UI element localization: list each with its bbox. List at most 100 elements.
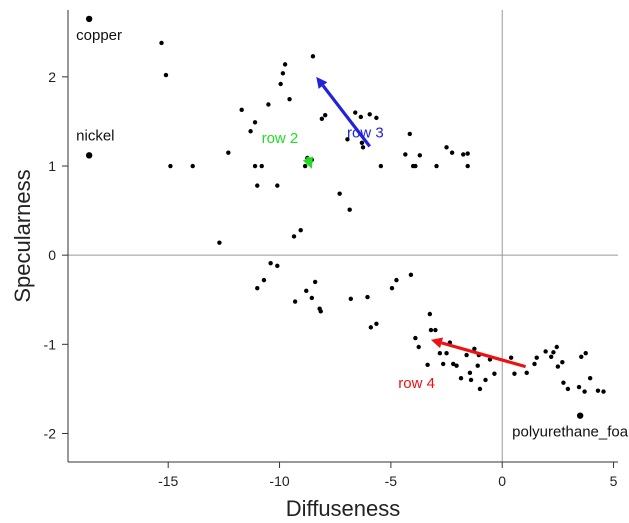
y-axis-title: Specularness [10, 169, 35, 302]
x-tick-label: 5 [610, 473, 618, 489]
scatter-point [312, 279, 318, 285]
scatter-point [483, 377, 488, 383]
scatter-point [428, 327, 434, 333]
scatter-point [595, 388, 601, 393]
scatter-point [239, 107, 244, 113]
scatter-point [252, 163, 258, 169]
scatter-point [534, 355, 539, 360]
y-tick-label: -1 [44, 336, 57, 352]
scatter-point [292, 299, 298, 304]
scatter-point [226, 150, 231, 155]
scatter-point [348, 296, 353, 302]
scatter-point [449, 150, 455, 155]
scatter-point [345, 137, 350, 142]
scatter-point [441, 361, 446, 367]
scatter-point [477, 386, 483, 392]
arrow-shaft [321, 84, 371, 148]
scatter-point [319, 116, 325, 121]
scatter-point [560, 359, 565, 365]
scatter-point [359, 140, 365, 146]
scatter-point [309, 295, 315, 301]
scatter-point [444, 145, 449, 150]
scatter-point [437, 351, 443, 356]
scatter-point [543, 349, 548, 354]
scatter-point [360, 145, 366, 150]
scatter-point [555, 364, 561, 369]
scatter-point [464, 352, 469, 358]
scatter-point [190, 163, 195, 169]
y-tick-label: 0 [48, 247, 56, 263]
arrow-label: row 2 [262, 130, 299, 147]
scatter-point [587, 375, 593, 381]
scatter-point [565, 386, 571, 392]
scatter-point [508, 355, 514, 360]
scatter-point [561, 380, 566, 385]
point-label: copper [76, 27, 122, 44]
scatter-point [298, 228, 303, 233]
scatter-point [394, 277, 399, 283]
scatter-point [403, 152, 408, 157]
scatter-point [275, 183, 280, 188]
scatter-point [467, 370, 473, 376]
scatter-point [159, 40, 164, 46]
scatter-point [433, 327, 438, 333]
scatter-point [282, 62, 288, 67]
x-tick-label: -10 [269, 473, 289, 489]
scatter-point [337, 191, 342, 196]
scatter-point [465, 163, 470, 169]
scatter-point [454, 363, 459, 368]
point-label: nickel [76, 127, 114, 144]
scatter-point [252, 120, 258, 125]
scatter-point [468, 377, 474, 383]
scatter-point [434, 163, 439, 169]
plot-area: copper nickel polyurethane_foam row 3 row 2 r… [68, 10, 629, 462]
arrow-label: row 3 [347, 125, 384, 142]
labeled-point [85, 152, 93, 159]
arrow-label: row 4 [398, 375, 435, 392]
x-tick-label: -5 [385, 473, 398, 489]
scatter-point [310, 54, 316, 59]
scatter-point [413, 335, 418, 341]
scatter-point [579, 354, 584, 360]
scatter-point [302, 163, 308, 169]
scatter-point [287, 96, 292, 102]
x-tick-label: -15 [158, 473, 178, 489]
scatter-point [492, 371, 497, 376]
y-tick-label: 1 [48, 158, 56, 174]
scatter-point [425, 362, 430, 368]
scatter-point [255, 285, 260, 291]
point-label: polyurethane_foam [512, 424, 629, 441]
labeled-point [576, 412, 584, 419]
arrow-head [302, 156, 314, 169]
scatter-point [389, 285, 395, 291]
x-axis-ticks: -15 -10 -5 0 5 [158, 462, 618, 489]
scatter-point [304, 288, 309, 294]
scatter-point [217, 240, 222, 245]
scatter-point [278, 81, 283, 87]
scatter-point [266, 102, 271, 107]
scatter-point [318, 309, 323, 314]
scatter-point [583, 351, 588, 356]
arrow-shaft [305, 156, 310, 159]
scatter-point [408, 272, 414, 277]
scatter-point [458, 375, 464, 381]
scatter-point [255, 183, 260, 188]
y-axis-ticks: -2 -1 0 1 2 [44, 69, 68, 441]
scatter-point [168, 163, 173, 169]
scatter-point [365, 294, 370, 300]
scatter-point [261, 277, 267, 283]
scatter-point [512, 371, 517, 376]
scatter-point [465, 151, 470, 156]
scatter-point [322, 112, 328, 118]
scatter-point [461, 152, 466, 157]
scatter-point [248, 129, 253, 134]
scatter-point [444, 351, 449, 356]
y-tick-label: 2 [48, 69, 56, 85]
scatter-point [554, 344, 559, 350]
scatter-point [416, 344, 421, 350]
scatter-point [548, 354, 554, 360]
scatter-point [472, 346, 477, 351]
scatter-point [353, 110, 358, 115]
arrow-head [430, 337, 444, 349]
